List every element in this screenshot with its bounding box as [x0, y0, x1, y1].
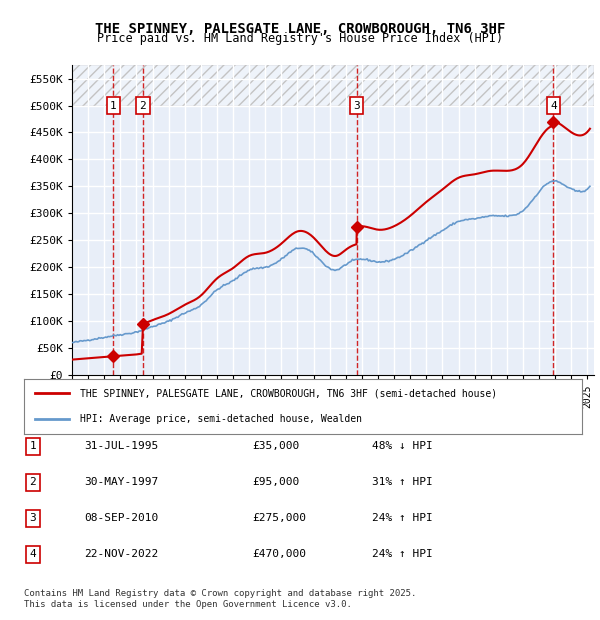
Text: 30-MAY-1997: 30-MAY-1997 [84, 477, 158, 487]
Text: 22-NOV-2022: 22-NOV-2022 [84, 549, 158, 559]
Text: THE SPINNEY, PALESGATE LANE, CROWBOROUGH, TN6 3HF: THE SPINNEY, PALESGATE LANE, CROWBOROUGH… [95, 22, 505, 36]
Text: £470,000: £470,000 [252, 549, 306, 559]
Text: 48% ↓ HPI: 48% ↓ HPI [372, 441, 433, 451]
Text: 4: 4 [29, 549, 37, 559]
Text: 4: 4 [550, 100, 557, 110]
Text: 31% ↑ HPI: 31% ↑ HPI [372, 477, 433, 487]
Text: HPI: Average price, semi-detached house, Wealden: HPI: Average price, semi-detached house,… [80, 414, 362, 423]
Text: 08-SEP-2010: 08-SEP-2010 [84, 513, 158, 523]
Text: 2: 2 [29, 477, 37, 487]
Text: 3: 3 [29, 513, 37, 523]
Text: 2: 2 [140, 100, 146, 110]
Text: 31-JUL-1995: 31-JUL-1995 [84, 441, 158, 451]
Text: £35,000: £35,000 [252, 441, 299, 451]
Text: £275,000: £275,000 [252, 513, 306, 523]
Text: THE SPINNEY, PALESGATE LANE, CROWBOROUGH, TN6 3HF (semi-detached house): THE SPINNEY, PALESGATE LANE, CROWBOROUGH… [80, 388, 497, 398]
Text: Price paid vs. HM Land Registry's House Price Index (HPI): Price paid vs. HM Land Registry's House … [97, 32, 503, 45]
Text: 24% ↑ HPI: 24% ↑ HPI [372, 513, 433, 523]
Text: 24% ↑ HPI: 24% ↑ HPI [372, 549, 433, 559]
Text: Contains HM Land Registry data © Crown copyright and database right 2025.
This d: Contains HM Land Registry data © Crown c… [24, 590, 416, 609]
Text: 1: 1 [110, 100, 117, 110]
Text: £95,000: £95,000 [252, 477, 299, 487]
Text: 1: 1 [29, 441, 37, 451]
Text: 3: 3 [353, 100, 360, 110]
